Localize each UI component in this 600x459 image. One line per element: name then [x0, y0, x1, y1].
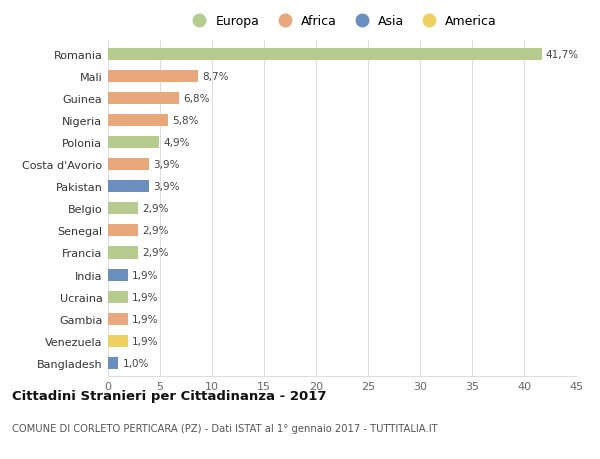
Text: 3,9%: 3,9%: [153, 160, 179, 170]
Bar: [108, 269, 128, 281]
Text: 4,9%: 4,9%: [163, 138, 190, 148]
Text: 1,9%: 1,9%: [132, 270, 158, 280]
Bar: [108, 313, 128, 325]
Bar: [108, 159, 149, 171]
Bar: [108, 203, 138, 215]
Text: 1,9%: 1,9%: [132, 292, 158, 302]
Bar: [108, 71, 199, 83]
Bar: [108, 181, 149, 193]
Text: 1,9%: 1,9%: [132, 336, 158, 346]
Bar: [108, 357, 118, 369]
Text: 41,7%: 41,7%: [546, 50, 579, 60]
Text: 2,9%: 2,9%: [142, 226, 169, 236]
Text: 2,9%: 2,9%: [142, 204, 169, 214]
Text: 1,9%: 1,9%: [132, 314, 158, 324]
Bar: [108, 115, 169, 127]
Bar: [108, 137, 159, 149]
Legend: Europa, Africa, Asia, America: Europa, Africa, Asia, America: [187, 16, 497, 28]
Text: 2,9%: 2,9%: [142, 248, 169, 258]
Text: COMUNE DI CORLETO PERTICARA (PZ) - Dati ISTAT al 1° gennaio 2017 - TUTTITALIA.IT: COMUNE DI CORLETO PERTICARA (PZ) - Dati …: [12, 424, 437, 433]
Text: Cittadini Stranieri per Cittadinanza - 2017: Cittadini Stranieri per Cittadinanza - 2…: [12, 389, 326, 403]
Bar: [108, 93, 179, 105]
Bar: [108, 247, 138, 259]
Text: 3,9%: 3,9%: [153, 182, 179, 192]
Bar: [108, 225, 138, 237]
Bar: [108, 291, 128, 303]
Text: 8,7%: 8,7%: [203, 72, 229, 82]
Bar: [108, 49, 542, 61]
Text: 6,8%: 6,8%: [183, 94, 209, 104]
Bar: [108, 335, 128, 347]
Text: 1,0%: 1,0%: [122, 358, 149, 368]
Text: 5,8%: 5,8%: [172, 116, 199, 126]
